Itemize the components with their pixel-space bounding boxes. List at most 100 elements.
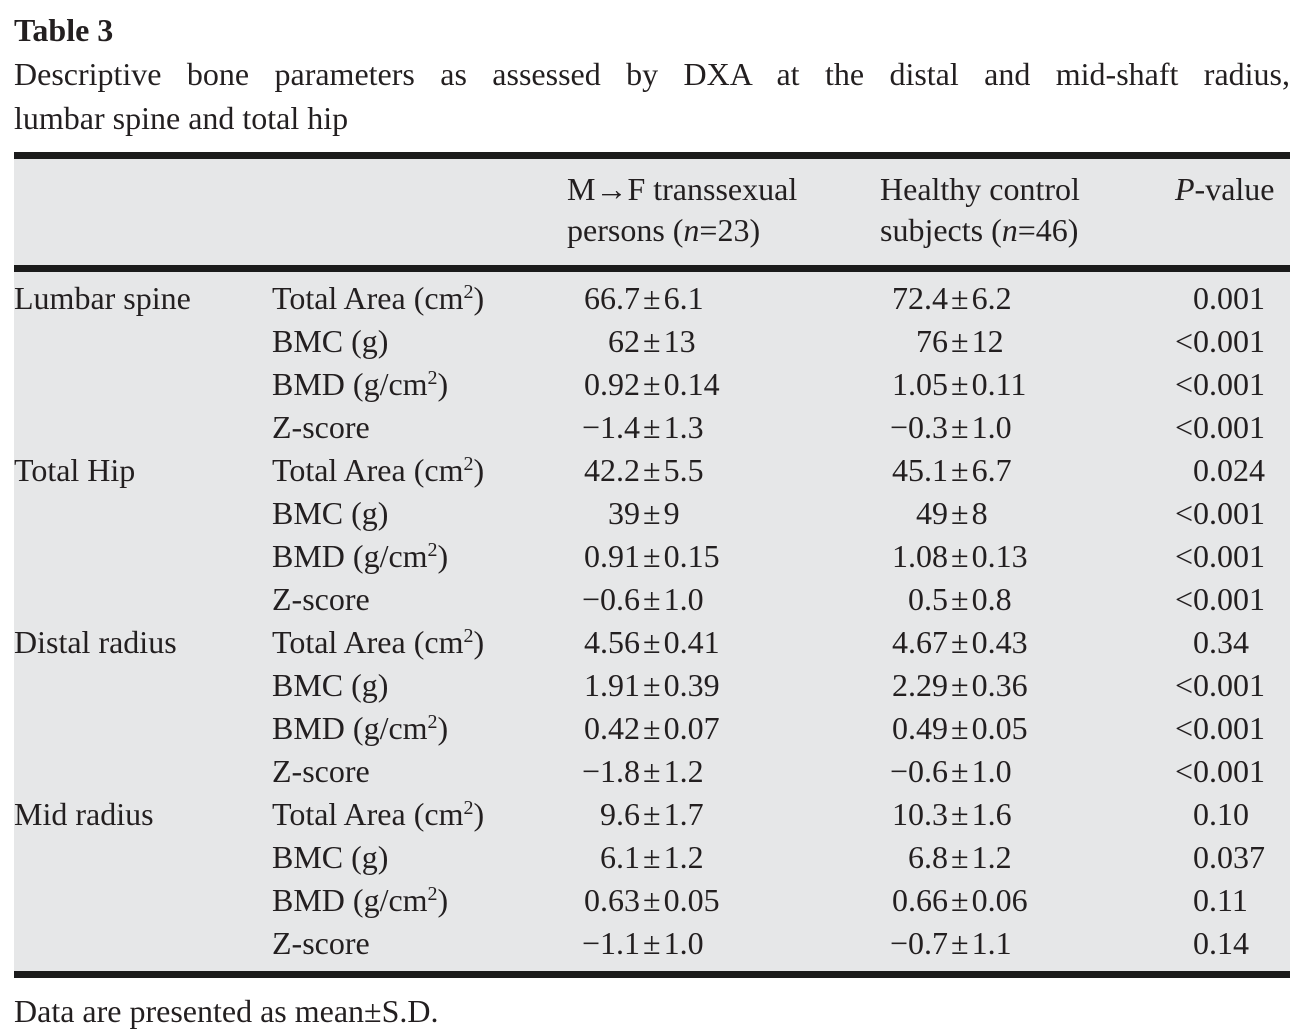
parameter-superscript: 2 [427,539,438,561]
p-value-prefix: < [1175,538,1194,574]
p-value-cell: 0.14 [1175,922,1290,965]
value-mean: 1.05 [892,366,948,402]
p-value-number: 0.001 [1193,366,1265,402]
plus-minus-sign: ± [643,753,661,789]
value-sd: 0.05 [971,710,1028,746]
table-body: Lumbar spine Total Area (cm2) 66.7±6.1 72.4… [14,272,1290,971]
plus-minus-sign: ± [643,925,661,961]
plus-minus-sign: ± [951,624,969,660]
value-healthy-control: 49±8 [880,492,1175,535]
plus-minus-sign: ± [951,280,969,316]
value-mean: 66.7 [584,280,640,316]
row-parameter: BMD (g/cm2) [272,707,567,750]
value-sd: 0.43 [971,624,1028,660]
parameter-text: Z-score [272,409,370,445]
parameter-text: Total Area (cm [272,624,464,660]
value-sd: 0.39 [663,667,720,703]
parameter-text: BMC (g) [272,323,389,359]
value-mean: 72.4 [892,280,948,316]
value-sd: 0.06 [971,882,1028,918]
table-row: BMD (g/cm2) 0.42±0.07 0.49±0.05 <0.001 [14,707,1290,750]
value-mean: 0.66 [892,882,948,918]
value-sd: 0.05 [663,882,720,918]
table-row: BMC (g) 6.1±1.2 6.8±1.2 0.037 [14,836,1290,879]
table-row: Distal radius Total Area (cm2) 4.56±0.41 4.… [14,621,1290,664]
p-value-number: 0.001 [1193,710,1265,746]
p-value-prefix: < [1175,710,1194,746]
row-group-label [14,578,272,621]
value-sd: 1.2 [971,839,1012,875]
value-mean: 0.91 [584,538,640,574]
row-parameter: Total Area (cm2) [272,621,567,664]
value-sd: 1.2 [663,753,704,789]
parameter-text-post: ) [473,280,485,316]
table-row: BMD (g/cm2) 0.63±0.05 0.66±0.06 0.11 [14,879,1290,922]
parameter-text-post: ) [473,796,485,832]
value-sd: 0.13 [971,538,1028,574]
value-healthy-control: 6.8±1.2 [880,836,1175,879]
plus-minus-sign: ± [951,925,969,961]
p-value-number: 0.001 [1193,495,1265,531]
row-parameter: Z-score [272,922,567,965]
p-value-cell: <0.001 [1175,320,1290,363]
value-sd: 0.07 [663,710,720,746]
value-sd: 0.15 [663,538,720,574]
p-value-cell: <0.001 [1175,535,1290,578]
value-mean: 0.49 [892,710,948,746]
plus-minus-sign: ± [951,581,969,617]
value-sd: 9 [663,495,680,531]
parameter-text: Z-score [272,753,370,789]
row-group-label [14,922,272,965]
p-value-cell: 0.10 [1175,793,1290,836]
parameter-text-post: ) [437,882,449,918]
plus-minus-sign: ± [951,452,969,488]
row-group-label [14,492,272,535]
value-mean: 0.63 [584,882,640,918]
row-parameter: BMD (g/cm2) [272,535,567,578]
value-sd: 6.1 [663,280,704,316]
parameter-superscript: 2 [463,625,474,647]
value-healthy-control: 10.3±1.6 [880,793,1175,836]
parameter-text: BMC (g) [272,667,389,703]
col-header-mf-line1: M→F transsexual [567,171,798,207]
value-mean: −0.6 [889,753,948,789]
p-value-number: 0.001 [1193,409,1265,445]
value-mf-transsexual: 0.92±0.14 [567,363,880,406]
value-mean: −0.3 [889,409,948,445]
row-parameter: BMD (g/cm2) [272,363,567,406]
p-value-prefix: < [1175,753,1194,789]
plus-minus-sign: ± [951,753,969,789]
col-header-p-value: P-value [1175,171,1275,207]
row-parameter: BMD (g/cm2) [272,879,567,922]
row-parameter: Total Area (cm2) [272,449,567,492]
p-value-cell: <0.001 [1175,492,1290,535]
value-healthy-control: 1.05±0.11 [880,363,1175,406]
plus-minus-sign: ± [643,710,661,746]
value-mf-transsexual: −1.4±1.3 [567,406,880,449]
parameter-text: BMD (g/cm [272,366,428,402]
value-mean: 0.92 [584,366,640,402]
table-row: BMC (g) 62±13 76±12 <0.001 [14,320,1290,363]
value-mean: −1.8 [581,753,640,789]
value-sd: 0.11 [971,366,1027,402]
value-mean: 42.2 [584,452,640,488]
plus-minus-sign: ± [643,796,661,832]
value-mean: −0.6 [581,581,640,617]
value-sd: 12 [971,323,1004,359]
value-mean: 62 [608,323,640,359]
value-mf-transsexual: 9.6±1.7 [567,793,880,836]
value-mean: 2.29 [892,667,948,703]
table-row: Total Hip Total Area (cm2) 42.2±5.5 45.1±6.… [14,449,1290,492]
col-header-hc-line1: Healthy control [880,171,1080,207]
value-sd: 5.5 [663,452,704,488]
plus-minus-sign: ± [951,796,969,832]
parameter-text-post: ) [473,624,485,660]
p-value-cell: 0.001 [1175,277,1290,320]
plus-minus-sign: ± [643,667,661,703]
p-value-prefix: < [1175,495,1194,531]
p-value-number: 0.34 [1193,624,1249,660]
table-row: Z-score −1.1±1.0 −0.7±1.1 0.14 [14,922,1290,965]
table-row: BMC (g) 39±9 49±8 <0.001 [14,492,1290,535]
caption-line1: Descriptive bone parameters as assessed … [14,56,1290,92]
row-group-label: Distal radius [14,624,177,660]
